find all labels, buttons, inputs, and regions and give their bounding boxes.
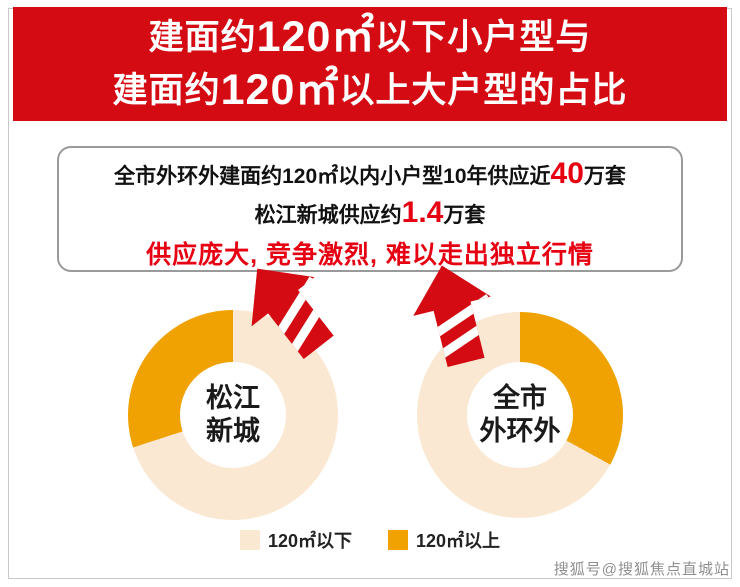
watermark-text: 搜狐号@搜狐焦点直城站 [553, 561, 730, 578]
legend-item-under-120: 120㎡以下 [239, 527, 352, 553]
legend-label-over-120: 120㎡以上 [416, 531, 501, 551]
title-area-number: 120㎡ [220, 66, 340, 114]
donut-chart-citywide-label: 全市 外环外 [467, 362, 573, 468]
title-line-2: 建面约120㎡以上大户型的占比 [112, 66, 628, 114]
title-line-1: 建面约120㎡以下小户型与 [148, 13, 592, 61]
legend-item-over-120: 120㎡以上 [388, 527, 500, 553]
supply-summary-box: 全市外环外建面约120㎡以内小户型10年供应近40万套 松江新城供应约1.4万套… [57, 146, 683, 272]
conclusion-text: 供应庞大, 竞争激烈, 难以走出独立行情 [146, 241, 594, 269]
legend-swatch-over-120 [388, 530, 408, 550]
arrow-up-left-icon [225, 243, 351, 373]
supply-count-city: 40 [550, 157, 584, 190]
donut-chart-songjiang-label: 松江 新城 [180, 362, 286, 468]
supply-line-city: 全市外环外建面约120㎡以内小户型10年供应近40万套 [114, 157, 626, 190]
title-area-number: 120㎡ [256, 13, 376, 61]
supply-count-songjiang: 1.4 [401, 196, 444, 229]
legend-swatch-under-120 [239, 530, 260, 550]
title-banner: 建面约120㎡以下小户型与 建面约120㎡以上大户型的占比 [13, 7, 727, 121]
supply-line-songjiang: 松江新城供应约1.4万套 [254, 196, 486, 229]
arrow-up-right-icon [403, 255, 505, 373]
legend-label-under-120: 120㎡以下 [267, 531, 352, 551]
chart-legend: 120㎡以下 120㎡以上 [0, 527, 740, 553]
